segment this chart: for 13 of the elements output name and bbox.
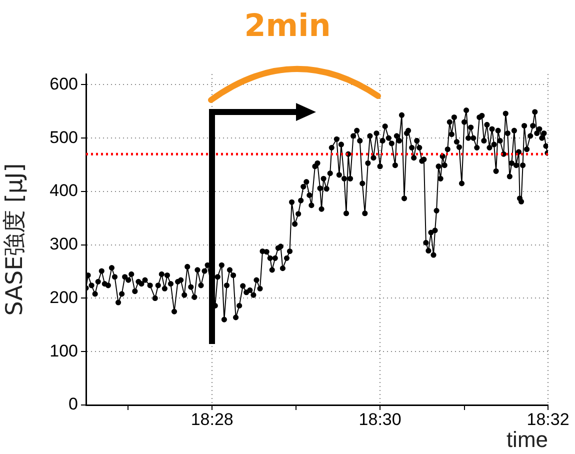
y-tick-label: 100 <box>50 341 78 360</box>
text: 2min <box>243 8 332 44</box>
y-tick-label: 500 <box>50 128 78 147</box>
x-tick-label: 18:32 <box>526 410 570 429</box>
y-tick-label: 200 <box>50 288 78 307</box>
y-tick-label: 0 <box>68 394 78 414</box>
x-tick-label: 18:28 <box>190 410 234 429</box>
y-axis-title: SASE強度 [μJ] <box>2 163 28 316</box>
y-tick-label: 600 <box>50 74 78 94</box>
y-tick-label: 300 <box>50 234 78 254</box>
x-tick-label: 18:30 <box>358 410 402 429</box>
y-tick-label: 400 <box>50 181 78 200</box>
x-axis-title: time <box>506 426 548 452</box>
